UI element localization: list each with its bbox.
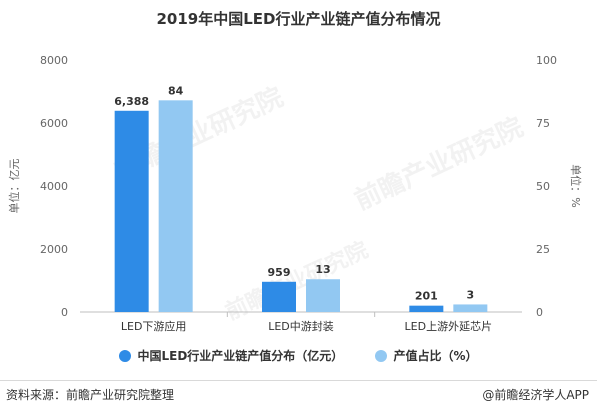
y-right-axis-title: 单位：% (569, 164, 583, 207)
y-left-tick-label: 0 (61, 306, 68, 319)
bar-value (262, 281, 296, 312)
y-left-axis-title: 单位：亿元 (7, 159, 21, 214)
legend: 中国LED行业产业链产值分布（亿元） 产值占比（%） (0, 347, 597, 365)
legend-marker-share (375, 349, 388, 362)
axes: 0 2000 4000 6000 8000 0 25 50 75 100 单位：亿元 单位：% LED下… (7, 54, 583, 333)
footer-brand: @前瞻经济学人APP (482, 388, 589, 402)
y-right-tick-label: 100 (536, 54, 557, 67)
y-right-tick-label: 75 (536, 117, 550, 130)
chart-title: 2019年中国LED行业产业链产值分布情况 (156, 10, 441, 28)
data-label: 13 (315, 263, 330, 276)
bars (114, 100, 488, 312)
y-right-tick-label: 0 (536, 306, 543, 319)
legend-label-share: 产值占比（%） (393, 349, 478, 363)
legend-item-share: 产值占比（%） (375, 347, 478, 364)
footer-source: 资料来源：前瞻产业研究院整理 (6, 388, 175, 402)
bar-share (453, 304, 488, 312)
data-label: 6,388 (114, 95, 149, 108)
bar-share (158, 100, 193, 312)
data-label: 959 (268, 266, 291, 279)
data-label: 3 (467, 288, 475, 301)
bar-value (409, 305, 444, 312)
x-tick-label: LED下游应用 (121, 319, 187, 333)
x-tick-label: LED中游封装 (268, 319, 334, 333)
y-right-tick-label: 50 (536, 180, 550, 193)
data-label: 201 (415, 290, 438, 303)
legend-label-value: 中国LED行业产业链产值分布（亿元） (137, 349, 344, 363)
y-left-tick-label: 2000 (40, 243, 68, 256)
data-labels: 6,388 84 959 13 201 3 (114, 84, 474, 302)
x-tick-label: LED上游外延芯片 (405, 319, 493, 333)
y-left-tick-label: 4000 (40, 180, 68, 193)
legend-marker-value (119, 349, 132, 362)
footer-divider (0, 380, 597, 381)
data-label: 84 (168, 84, 184, 97)
y-left-tick-label: 8000 (40, 54, 68, 67)
bar-value (114, 110, 149, 312)
y-left-tick-label: 6000 (40, 117, 68, 130)
y-right-tick-label: 25 (536, 243, 550, 256)
svg-text:前瞻产业研究院: 前瞻产业研究院 (350, 111, 528, 216)
legend-item-value: 中国LED行业产业链产值分布（亿元） (119, 347, 343, 364)
bar-share (306, 279, 340, 312)
